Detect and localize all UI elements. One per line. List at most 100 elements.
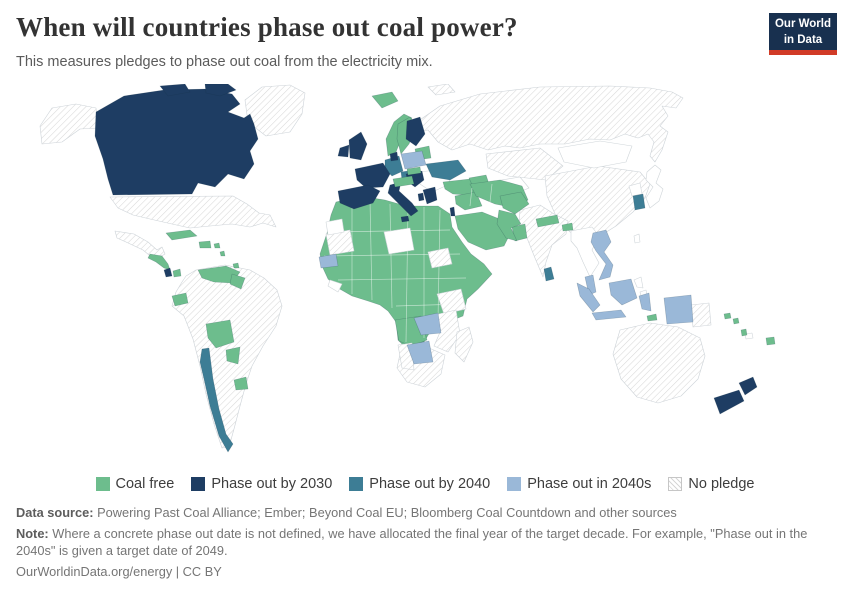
country-cuba[interactable] [165,229,198,241]
country-new-caledonia[interactable] [744,332,754,340]
country-svalbard[interactable] [427,83,456,96]
owid-logo-line1: Our World [774,18,831,30]
country-west-african-coast[interactable] [327,279,343,293]
chart-footer: Data source: Powering Past Coal Alliance… [16,505,820,585]
country-greece[interactable] [422,186,438,205]
country-trinidad[interactable] [232,262,240,269]
country-poland[interactable] [400,150,427,170]
note-text: Where a concrete phase out date is not d… [16,525,808,558]
country-botswana[interactable] [406,340,434,365]
data-source-text: Powering Past Coal Alliance; Ember; Beyo… [93,505,677,520]
country-spain-portugal[interactable] [337,184,381,210]
source-url-line[interactable]: OurWorldinData.org/energy | CC BY [16,564,820,581]
country-timor-leste[interactable] [646,313,658,322]
country-united-states[interactable] [109,195,277,229]
country-senegal[interactable] [318,253,339,269]
country-central-america[interactable] [147,253,171,271]
country-nepal[interactable] [535,214,560,228]
country-austria-switzerland[interactable] [392,175,415,188]
country-lesser-antilles[interactable] [219,250,226,257]
country-puerto-rico[interactable] [213,242,221,249]
country-iraq-levant[interactable] [454,191,483,211]
country-sumatra[interactable] [576,282,601,313]
country-albania[interactable] [417,192,425,202]
country-afghanistan[interactable] [499,191,530,215]
world-map [0,83,850,476]
country-alaska[interactable] [39,103,99,145]
country-australia[interactable] [612,322,706,404]
country-united-kingdom[interactable] [348,131,368,161]
country-canada[interactable] [94,88,259,196]
country-bhutan[interactable] [561,222,574,232]
country-zambia[interactable] [413,312,442,336]
country-canadian-arctic-islands[interactable] [159,83,237,97]
country-philippines-north[interactable] [633,276,644,289]
country-north-korea[interactable] [628,182,643,197]
legend-item-no-pledge[interactable]: No pledge [668,476,754,492]
country-fiji[interactable] [765,336,776,346]
country-hispaniola[interactable] [198,240,212,249]
country-sicily[interactable] [400,215,410,223]
country-mexico[interactable] [114,230,166,261]
country-taiwan[interactable] [633,233,641,244]
country-south-korea[interactable] [632,193,646,211]
country-paraguay[interactable] [225,346,241,365]
country-western-new-guinea[interactable] [663,294,694,325]
legend-item-by-2030[interactable]: Phase out by 2030 [191,476,332,492]
country-vanuatu[interactable] [740,328,748,337]
page-title: When will countries phase out coal power… [16,12,518,42]
country-pakistan[interactable] [496,209,522,242]
country-japan[interactable] [645,164,664,209]
country-uruguay[interactable] [233,376,249,391]
country-iceland[interactable] [371,91,399,109]
country-borneo[interactable] [608,278,638,306]
source-url[interactable]: OurWorldinData.org/energy | CC BY [16,563,222,579]
country-niger[interactable] [383,227,415,255]
country-costa-rica[interactable] [163,267,173,278]
legend-item-by-2040[interactable]: Phase out by 2040 [349,476,490,492]
country-south-sudan[interactable] [427,247,453,269]
country-new-zealand-south[interactable] [713,389,745,415]
data-source-line: Data source: Powering Past Coal Alliance… [16,505,820,522]
legend-label-by-2040: Phase out by 2040 [369,476,491,492]
country-saudi-arabia[interactable] [454,211,511,251]
country-chile[interactable] [199,347,234,453]
country-sri-lanka[interactable] [543,266,555,282]
country-slovakia[interactable] [406,166,422,176]
legend-swatch-no-pledge [668,477,683,491]
legend-swatch-coal-free [95,477,110,491]
country-denmark[interactable] [389,151,399,162]
country-mongolia[interactable] [557,140,633,169]
country-russia[interactable] [413,85,684,163]
choropleth-svg [39,83,776,453]
legend-swatch-in-2040s [507,477,522,491]
country-java[interactable] [591,309,627,321]
country-ukraine[interactable] [425,159,467,181]
country-vietnam-laos[interactable] [590,229,614,281]
legend-label-no-pledge: No pledge [688,476,755,492]
country-panama[interactable] [172,268,182,278]
country-finland[interactable] [405,116,426,147]
country-ireland[interactable] [337,144,350,158]
country-bolivia[interactable] [205,319,235,349]
legend-label-coal-free: Coal free [115,476,175,492]
owid-logo[interactable]: Our World in Data [769,13,837,55]
country-western-sahara[interactable] [325,218,345,236]
map-legend: Coal free Phase out by 2030 Phase out by… [0,476,850,492]
country-papua-new-guinea[interactable] [690,302,712,328]
country-guyana[interactable] [229,273,246,290]
country-sulawesi[interactable] [638,292,652,312]
legend-item-coal-free[interactable]: Coal free [95,476,175,492]
country-israel[interactable] [449,206,456,217]
country-tanzania[interactable] [436,288,467,315]
owid-logo-line2: in Data [783,34,823,47]
country-madagascar[interactable] [454,326,474,363]
legend-label-by-2030: Phase out by 2030 [211,476,333,492]
legend-item-in-2040s[interactable]: Phase out in 2040s [507,476,651,492]
data-source-label: Data source: [16,505,94,520]
country-solomon-islands[interactable] [723,312,740,325]
country-new-zealand-north[interactable] [738,376,758,396]
country-france[interactable] [354,162,391,189]
country-ecuador[interactable] [171,292,189,307]
